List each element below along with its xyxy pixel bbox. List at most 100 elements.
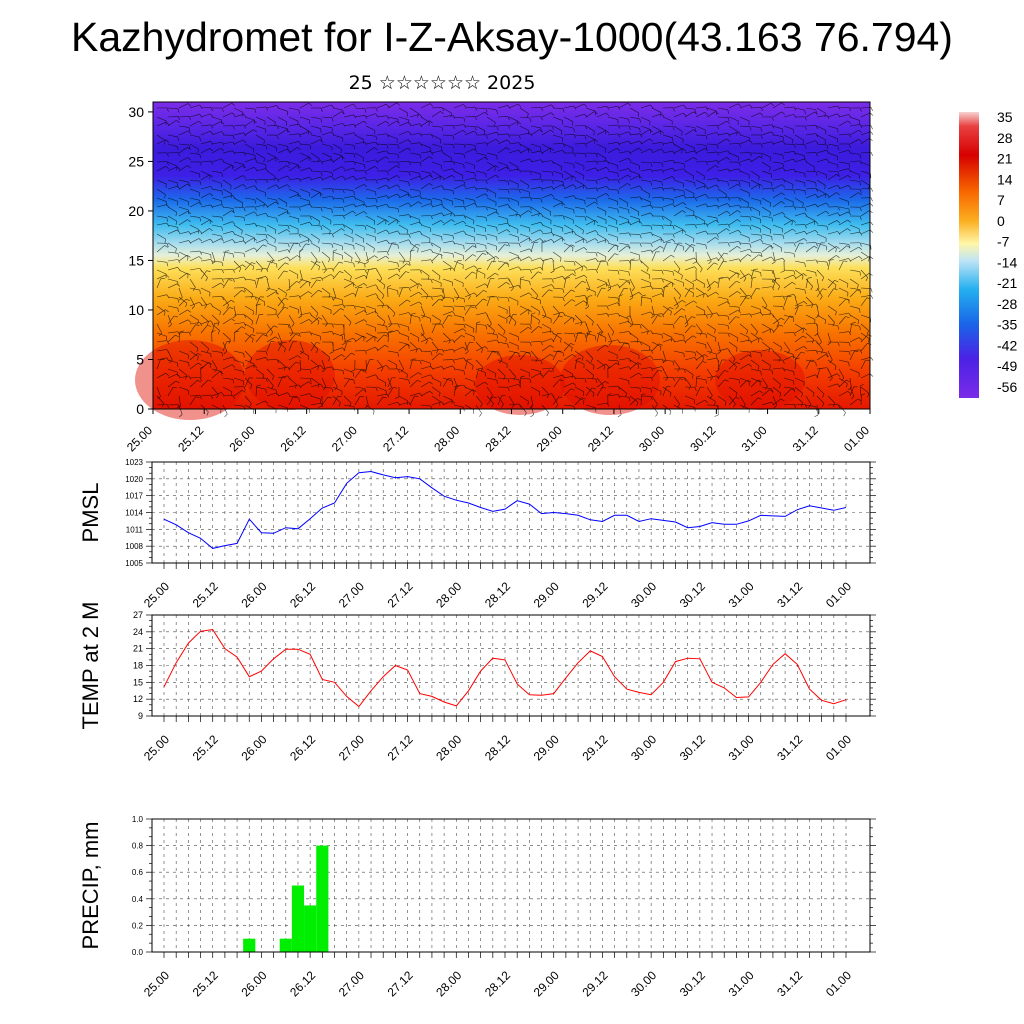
wind-barb [651,313,662,316]
wind-barb-flag [164,239,166,244]
wind-barb [761,341,771,349]
wind-barb-flag [617,106,621,110]
wind-barb-flag [551,125,554,130]
wind-barb [475,242,486,246]
wind-barb [662,125,674,127]
wind-barb [497,229,508,235]
wind-barb [849,129,859,136]
wind-barb [574,332,585,335]
wind-barb [596,381,606,388]
wind-barb-flag [682,210,686,214]
wind-barb [519,292,530,298]
wind-barb-flag [531,312,536,315]
wind-barb [585,332,588,343]
wind-barb [651,125,661,132]
wind-barb [684,197,695,199]
wind-barb-flag [837,342,840,347]
wind-barb-flag [819,296,823,300]
wind-barb [640,269,650,276]
wind-barb [706,204,717,208]
wind-barb-flag [716,233,719,238]
wind-barb-flag [572,184,577,188]
wind-barb [178,197,189,202]
wind-barb-flag [472,409,475,414]
wind-barb-flag [243,253,246,258]
wind-barb-flag [397,208,400,213]
wind-barb [310,377,320,384]
wind-barb-flag [769,365,771,370]
wind-barb-flag [231,165,235,168]
wind-barb [420,287,429,296]
wind-barb [288,194,299,199]
wind-barb [156,340,167,343]
wind-barb [288,133,299,136]
wind-barb-flag [418,372,422,376]
wind-barb [409,188,420,192]
wind-barb-flag [570,343,575,346]
wind-barb-flag [463,230,467,235]
wind-barb [453,346,464,352]
wind-barb [750,359,760,367]
wind-barb [409,123,420,127]
wind-barb [486,116,496,123]
wind-barb-flag [617,394,621,399]
wind-barb-flag [307,280,312,284]
wind-barb [585,167,596,172]
wind-barb-flag [418,291,422,295]
wind-barb-flag [867,393,870,398]
wind-barb [277,298,285,307]
wind-barb [662,254,672,262]
wind-barb-flag [638,372,642,376]
wind-barb [596,344,606,352]
wind-barb [783,168,794,172]
wind-barb [552,161,562,167]
wind-barb [266,251,274,260]
wind-barb-flag [804,190,806,195]
wind-barb-flag [539,229,544,233]
wind-barb [442,107,452,114]
wind-barb-flag [617,339,621,344]
wind-barb-flag [538,311,540,316]
wind-barb [508,395,515,405]
wind-barb [574,265,585,271]
wind-barb [464,254,473,262]
wind-barb-flag [186,272,191,276]
wind-barb [530,372,540,379]
wind-barb [783,215,793,222]
wind-barb [530,271,539,280]
wind-barb-flag [694,387,697,392]
wind-barb-flag [606,166,610,171]
wind-barb-flag [375,141,379,146]
wind-barb-flag [450,113,452,118]
wind-barb-flag [467,296,471,300]
wind-barb-flag [607,288,611,292]
wind-barb-flag [760,252,763,257]
wind-barb-flag [438,392,441,397]
wind-barb [849,116,860,121]
wind-barb [607,296,618,299]
wind-barb [167,305,178,309]
wind-barb-flag [658,369,663,372]
wind-barb-flag [641,294,646,297]
wind-barb [728,305,739,308]
wind-barb-flag [760,352,762,357]
colorbar-label: 21 [997,151,1013,167]
wind-barb-flag [364,269,367,274]
wind-barb [167,107,178,110]
wind-barb [321,274,332,280]
wind-barb-flag [562,352,565,357]
wind-barb-flag [757,397,762,400]
wind-barb [717,314,728,317]
wind-barb-flag [474,243,477,248]
wind-barb [442,124,453,127]
x-tick-label: 29.00 [534,423,565,454]
wind-barb-flag [241,202,243,207]
wind-barb-flag [342,223,346,228]
wind-barb [673,112,684,118]
wind-barb-flag [617,190,620,195]
wind-barb [816,188,826,195]
y-tick-label: 1023 [125,458,143,467]
wind-barb [552,237,562,244]
y-tick-label: 18 [133,661,143,671]
wind-barb-flag [715,165,719,168]
